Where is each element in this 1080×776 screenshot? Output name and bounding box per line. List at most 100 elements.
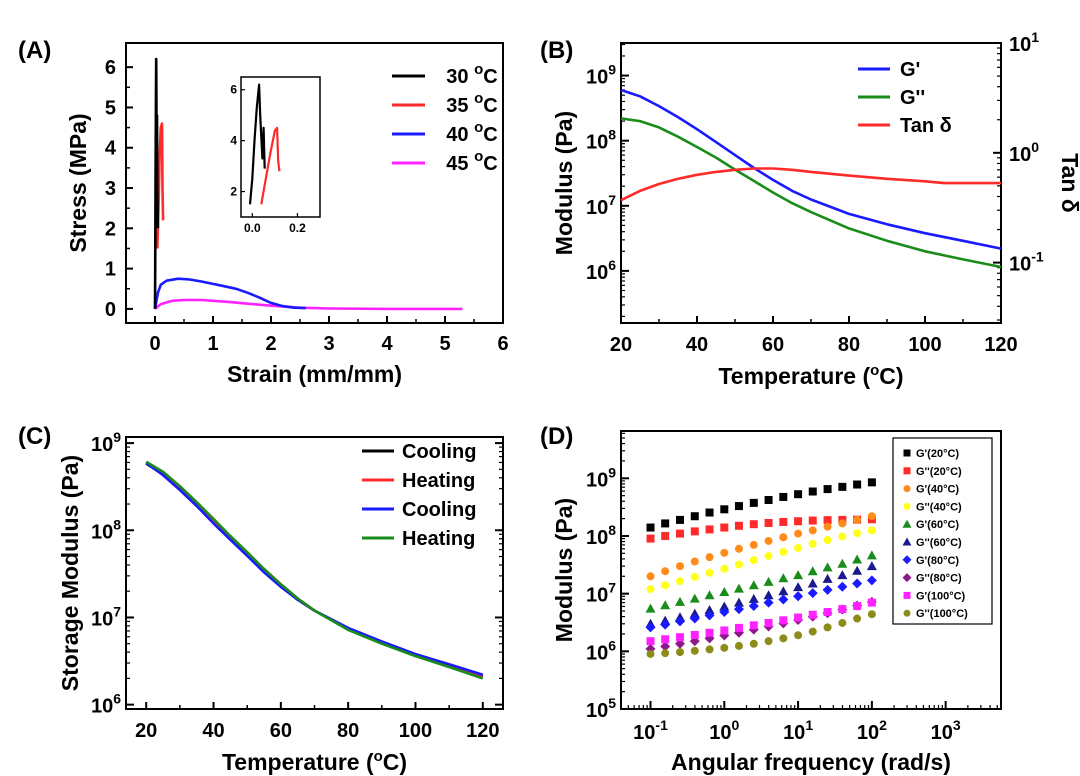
y2-axis-label: Tan δ [1057,153,1080,213]
y-tick-label: 105 [586,695,616,722]
data-point-blue [793,591,804,602]
data-point-orange [720,548,729,557]
legend-label-magenta: 45 oC [446,148,497,175]
x-tick-label: 101 [783,717,813,744]
data-point-yellow [676,577,685,586]
data-point-green [822,562,833,572]
data-point-yellow [646,585,655,594]
data-point-yellow [808,539,817,548]
series-line-green [145,460,484,680]
legend-label-yellow: G''(40°C) [916,501,962,513]
data-point-green [763,576,774,586]
data-point-red [823,516,832,525]
y2-tick-label: 101 [1009,29,1039,56]
data-point-black [676,515,685,524]
data-point-olive [823,623,832,632]
y2-tick-label: 10-1 [1009,249,1044,276]
panel-d-frame [620,430,1002,710]
data-point-green [778,573,789,583]
data-point-black [794,490,803,499]
data-point-blue [675,616,686,627]
legend-label-green: Heating [402,528,475,550]
panel-d-title: (D) [540,423,573,450]
legend-label-navy: G''(60°C) [916,537,962,549]
data-point-olive [794,631,803,640]
y-tick-label: 106 [586,257,616,284]
data-point-yellow [690,572,699,581]
data-point-olive [808,627,817,636]
x-tick-label: 60 [270,720,292,742]
inset-series-line-black [248,83,266,205]
y-axis-label: Modulus (Pa) [551,111,577,255]
x-tick-label: 40 [202,720,224,742]
data-point-green [852,554,863,564]
panel-a-frame [125,42,504,324]
inset-frame [240,76,321,218]
data-point-magenta [867,598,876,607]
data-point-red [808,516,817,525]
data-point-navy [719,601,730,611]
data-point-blue [778,594,789,605]
data-point-green [645,603,656,613]
data-point-olive [676,648,685,657]
data-point-green [733,583,744,593]
data-point-green [719,586,730,596]
data-point-purple [675,638,686,649]
y-tick-label: 108 [586,127,616,154]
data-point-magenta [749,621,758,630]
data-point-green [704,590,715,600]
inset-y-tick-label: 2 [230,185,237,199]
x-tick-label: 80 [838,334,860,356]
data-point-olive [838,618,847,627]
panel-d-chart: (D) 10-1 100 101 102 103 105 106 107 108 109 Angula… [540,423,1002,775]
y-tick-label: 6 [105,57,116,79]
data-point-blue [719,607,730,618]
y-tick-label: 108 [91,516,121,543]
data-point-red [794,517,803,526]
data-point-olive [853,614,862,623]
data-point-olive [646,649,655,658]
data-point-magenta [734,623,743,632]
data-point-green [837,558,848,568]
data-point-green [793,570,804,580]
panel-b-chart: (B) 20 40 60 80 100 120 106 107 108 109 10-1 100 101 T… [540,29,1080,389]
legend-marker-olive [903,609,911,617]
legend-label-black: Cooling [402,441,476,463]
data-point-orange [749,540,758,549]
data-point-blue [822,584,833,595]
y-axis-label: Stress (MPa) [65,113,91,252]
data-point-olive [867,610,876,619]
data-point-navy [748,593,759,603]
data-point-black [705,508,714,517]
data-point-blue [866,575,877,586]
data-point-black [823,485,832,494]
data-point-red [720,523,729,532]
data-point-navy [807,578,818,588]
data-point-orange [646,572,655,581]
y-tick-label: 106 [586,637,616,664]
data-point-orange [823,522,832,531]
data-point-green [660,600,671,610]
data-point-green [807,566,818,576]
data-point-magenta [794,613,803,622]
data-point-red [646,534,655,543]
y-tick-label: 0 [105,299,116,321]
data-point-blue [763,597,774,608]
series-line-red [145,461,484,679]
x-tick-label: 20 [135,720,157,742]
series-line-black [153,57,160,309]
legend-marker-yellow [903,502,911,510]
data-point-blue [852,578,863,589]
data-point-red [749,520,758,529]
data-point-black [749,498,758,507]
data-point-olive [690,646,699,655]
panel-c-title: (C) [18,423,51,450]
data-point-navy [689,608,700,618]
x-tick-label: 100 [399,720,432,742]
x-tick-label: 6 [497,333,508,355]
data-point-olive [734,641,743,650]
data-point-navy [822,573,833,583]
x-tick-label: 0 [149,333,160,355]
data-point-black [808,487,817,496]
legend-label-green: G'' [900,87,925,109]
